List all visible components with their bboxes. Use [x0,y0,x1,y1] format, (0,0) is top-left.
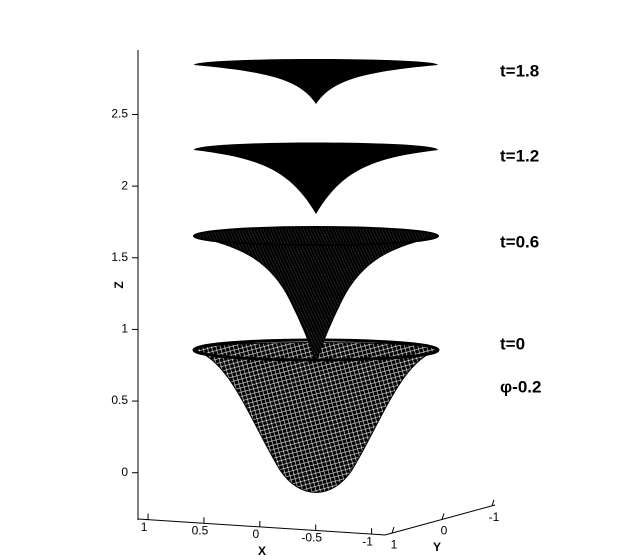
z-tick-label: 2 [121,178,128,192]
annotation: φ-0.2 [500,377,541,396]
time-label: t=1.8 [500,61,539,80]
z-tick-label: 0 [121,465,128,479]
y-tick-label: 0 [441,524,448,538]
y-tick-label: -1 [489,510,500,524]
x-tick-label: -1 [362,534,373,548]
x-tick-label: 0.5 [192,523,209,537]
x-tick-label: -0.5 [301,531,322,545]
y-axis [384,504,496,536]
x-tick-label: 1 [141,520,148,534]
time-label: t=0 [500,334,525,353]
surface-t12 [194,142,438,214]
surface-t0 [193,342,439,493]
z-axis-title: Z [112,281,126,288]
y-tick [491,499,495,506]
x-axis-title: X [258,544,266,558]
x-axis [137,518,386,536]
z-tick-label: 1.5 [111,250,128,264]
y-tick-label: 1 [391,537,398,551]
z-tick-label: 2.5 [111,107,128,121]
surfaces [192,59,440,493]
surface-t18 [194,59,438,104]
y-axis-title: Y [433,540,441,554]
time-label: t=0.6 [500,232,539,251]
z-tick-label: 0.5 [111,393,128,407]
y-tick [391,526,395,534]
y-tick [441,513,445,520]
x-tick-label: 0 [252,527,259,541]
surface-t06-rim [193,226,439,246]
time-label: t=1.2 [500,146,539,165]
z-tick-label: 1 [121,322,128,336]
